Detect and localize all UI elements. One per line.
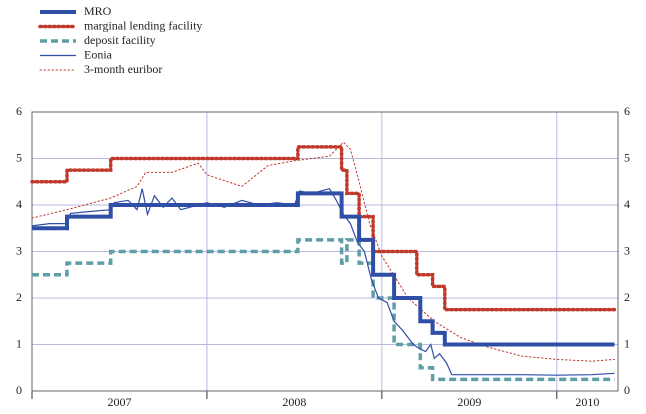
x-tick-label: 2007	[107, 395, 131, 409]
series-line	[32, 191, 615, 347]
y-tick-label-right: 4	[624, 197, 630, 211]
y-tick-label-right: 0	[624, 383, 630, 397]
x-tick-label: 2010	[575, 395, 599, 409]
y-tick-label: 0	[16, 383, 22, 397]
y-tick-label: 6	[16, 104, 22, 118]
legend-label: deposit facility	[84, 33, 156, 47]
y-tick-label-right: 2	[624, 290, 630, 304]
legend-label: Eonia	[84, 47, 113, 61]
y-tick-label-right: 5	[624, 150, 630, 164]
x-tick-label: 2009	[457, 395, 481, 409]
y-tick-label-right: 6	[624, 104, 630, 118]
series-line	[30, 145, 617, 312]
legend-label: 3-month euribor	[84, 62, 162, 76]
y-tick-label: 4	[16, 197, 22, 211]
series-line	[31, 188, 615, 376]
series-line	[32, 238, 615, 382]
series-line	[31, 141, 615, 362]
y-tick-label: 2	[16, 290, 22, 304]
y-tick-label: 5	[16, 150, 22, 164]
plot-frame	[31, 111, 619, 392]
y-tick-label-right: 3	[624, 243, 630, 257]
y-tick-label: 1	[16, 336, 22, 350]
y-tick-label-right: 1	[624, 336, 630, 350]
y-tick-label: 3	[16, 243, 22, 257]
legend-label: MRO	[84, 4, 112, 18]
legend-label: marginal lending facility	[84, 18, 202, 32]
x-tick-label: 2008	[282, 395, 306, 409]
